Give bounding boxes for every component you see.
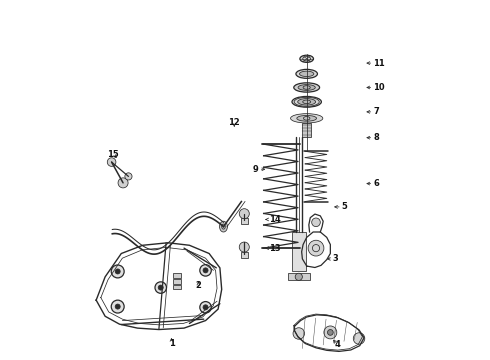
Ellipse shape	[292, 96, 321, 107]
Circle shape	[308, 240, 324, 256]
Circle shape	[118, 178, 128, 188]
Text: 10: 10	[373, 83, 385, 92]
Bar	[172, 285, 181, 289]
Ellipse shape	[296, 69, 318, 78]
Circle shape	[324, 326, 337, 339]
Ellipse shape	[298, 99, 316, 105]
Ellipse shape	[299, 71, 314, 77]
Ellipse shape	[298, 85, 315, 90]
Ellipse shape	[220, 221, 227, 232]
Text: 9: 9	[253, 165, 259, 174]
Text: 12: 12	[228, 118, 240, 127]
Circle shape	[155, 282, 167, 293]
Circle shape	[239, 242, 249, 252]
Bar	[292, 232, 306, 271]
Bar	[302, 123, 311, 137]
Circle shape	[293, 328, 304, 339]
Text: 15: 15	[107, 150, 119, 159]
Ellipse shape	[300, 55, 314, 62]
Text: 8: 8	[373, 133, 379, 142]
Text: 3: 3	[333, 255, 339, 264]
Circle shape	[327, 329, 333, 335]
Circle shape	[312, 218, 320, 226]
Text: 1: 1	[169, 339, 174, 348]
Ellipse shape	[291, 114, 323, 123]
Circle shape	[158, 285, 163, 290]
Circle shape	[111, 300, 124, 313]
Circle shape	[203, 305, 208, 310]
Bar	[172, 273, 181, 278]
Bar	[288, 273, 310, 280]
Text: 7: 7	[373, 107, 379, 116]
Circle shape	[200, 302, 211, 313]
Text: 11: 11	[373, 59, 385, 68]
Ellipse shape	[294, 83, 319, 92]
Circle shape	[107, 158, 116, 166]
Bar	[172, 279, 181, 284]
Text: 6: 6	[373, 179, 379, 188]
Circle shape	[203, 268, 208, 273]
Circle shape	[115, 304, 120, 309]
Circle shape	[353, 333, 365, 344]
Circle shape	[115, 269, 120, 274]
Circle shape	[125, 173, 132, 180]
Text: 5: 5	[342, 202, 348, 211]
Text: 14: 14	[270, 215, 281, 224]
Text: 2: 2	[196, 281, 201, 290]
Circle shape	[111, 265, 124, 278]
Circle shape	[239, 209, 249, 219]
Circle shape	[200, 265, 211, 276]
Circle shape	[295, 273, 302, 280]
Bar	[241, 252, 248, 258]
Ellipse shape	[297, 116, 317, 121]
Bar	[241, 219, 248, 224]
Text: 4: 4	[335, 340, 341, 349]
Text: 13: 13	[270, 244, 281, 253]
